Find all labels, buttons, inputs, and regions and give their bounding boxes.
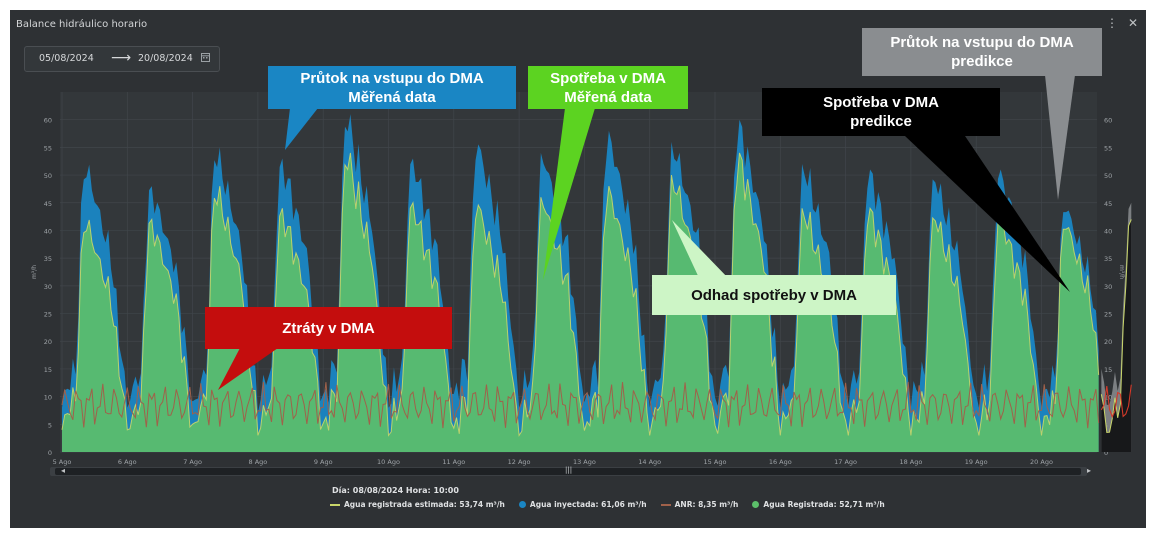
calendar-icon[interactable] <box>201 52 210 65</box>
legend-swatch <box>660 503 671 506</box>
x-tick-label: 11 Ago <box>442 458 465 466</box>
x-tick-label: 13 Ago <box>573 458 596 466</box>
y-tick-label-left: 50 <box>44 172 52 180</box>
date-to[interactable]: 20/08/2024 <box>138 53 193 64</box>
x-tick-label: 8 Ago <box>249 458 268 466</box>
x-tick-label: 16 Ago <box>769 458 792 466</box>
y-axis-label-right: m³/h <box>1118 265 1125 279</box>
y-tick-label-right: 45 <box>1104 200 1112 208</box>
y-tick-label-right: 20 <box>1104 338 1112 346</box>
date-range-picker[interactable]: 05/08/2024 ⟶ 20/08/2024 <box>24 46 220 72</box>
y-tick-label-right: 50 <box>1104 172 1112 180</box>
y-tick-label-left: 5 <box>48 421 52 429</box>
legend-item-estimated[interactable]: Agua registrada estimada: 53,74 m³/h <box>330 500 505 509</box>
y-tick-label-left: 60 <box>44 117 52 125</box>
x-tick-label: 20 Ago <box>1030 458 1053 466</box>
callout-inflow-measured: Průtok na vstupu do DMA Měřená data <box>268 66 516 109</box>
x-tick-label: 6 Ago <box>118 458 137 466</box>
y-axis-label-left: m³/h <box>31 265 38 279</box>
y-tick-label-left: 40 <box>44 227 52 235</box>
x-tick-label: 15 Ago <box>704 458 727 466</box>
tooltip-date: Día: 08/08/2024 Hora: 10:00 <box>332 486 459 495</box>
y-tick-label-right: 15 <box>1104 366 1112 374</box>
y-tick-label-left: 0 <box>48 449 52 457</box>
legend-item-registered[interactable]: Agua Registrada: 52,71 m³/h <box>752 500 885 509</box>
prediction-anr-line <box>1100 384 1132 419</box>
panel-title: Balance hidráulico horario <box>16 19 148 30</box>
y-tick-label-left: 30 <box>44 283 52 291</box>
prediction-consumption-area <box>1101 219 1132 452</box>
x-tick-label: 9 Ago <box>314 458 333 466</box>
legend: Agua registrada estimada: 53,74 m³/h Agu… <box>330 500 885 509</box>
y-tick-label-right: 35 <box>1104 255 1112 263</box>
x-tick-label: 10 Ago <box>377 458 400 466</box>
y-tick-label-right: 30 <box>1104 283 1112 291</box>
legend-item-injected[interactable]: Agua inyectada: 61,06 m³/h <box>518 500 647 509</box>
x-tick-label: 5 Ago <box>53 458 72 466</box>
series-anr-line <box>61 381 1100 429</box>
scroll-left-icon[interactable]: ◂ <box>61 466 66 475</box>
x-tick-label: 12 Ago <box>508 458 531 466</box>
series-injected-area <box>62 114 1099 453</box>
y-tick-label-left: 55 <box>44 144 52 152</box>
y-tick-label-right: 0 <box>1104 449 1108 457</box>
y-tick-label-right: 55 <box>1104 144 1112 152</box>
scroll-right-icon[interactable]: ▸ <box>1087 466 1092 475</box>
close-icon[interactable]: ✕ <box>1127 16 1138 30</box>
y-tick-label-right: 60 <box>1104 117 1112 125</box>
scrollbar-thumb[interactable] <box>55 468 1081 475</box>
callout-estimated-consumption: Odhad spotřeby v DMA <box>652 275 896 315</box>
callout-consumption-measured: Spotřeba v DMA Měřená data <box>528 66 688 109</box>
vertical-dots-icon[interactable]: ⋮ <box>1105 16 1118 30</box>
series-estimated-line <box>61 152 1100 437</box>
callout-consumption-prediction: Spotřeba v DMA predikce <box>762 88 1000 136</box>
scrollbar-grip-icon[interactable]: ||| <box>565 466 573 474</box>
x-tick-label: 7 Ago <box>183 458 202 466</box>
x-tick-label: 18 Ago <box>899 458 922 466</box>
y-tick-label-left: 45 <box>44 200 52 208</box>
date-from[interactable]: 05/08/2024 <box>39 53 94 64</box>
y-tick-label-left: 15 <box>44 366 52 374</box>
callout-inflow-prediction: Průtok na vstupu do DMA predikce <box>862 28 1102 76</box>
y-tick-label-left: 10 <box>44 394 52 402</box>
legend-item-anr[interactable]: ANR: 8,35 m³/h <box>660 500 738 509</box>
arrow-right-icon: ⟶ <box>111 50 132 66</box>
y-tick-label-left: 20 <box>44 338 52 346</box>
legend-swatch <box>752 501 760 508</box>
y-tick-label-right: 40 <box>1104 227 1112 235</box>
y-tick-label-right: 25 <box>1104 311 1112 319</box>
x-tick-label: 14 Ago <box>638 458 661 466</box>
legend-swatch <box>518 501 526 508</box>
x-tick-label: 17 Ago <box>834 458 857 466</box>
y-tick-label-left: 25 <box>44 311 52 319</box>
legend-swatch <box>330 503 340 506</box>
prediction-estimated-line <box>1100 219 1132 433</box>
x-tick-label: 19 Ago <box>965 458 988 466</box>
y-tick-label-left: 35 <box>44 255 52 263</box>
callout-losses: Ztráty v DMA <box>205 307 452 349</box>
